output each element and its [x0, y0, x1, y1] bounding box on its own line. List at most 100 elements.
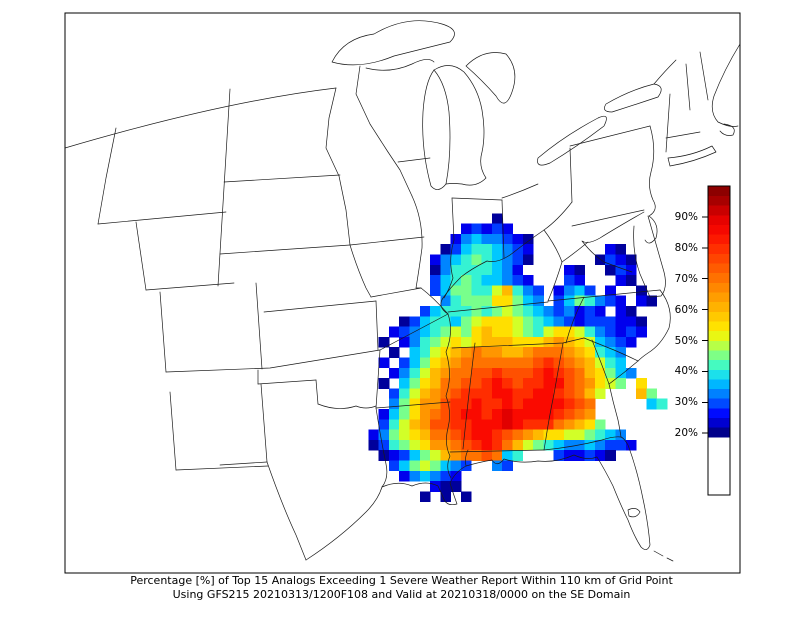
colorbar-tick-label: 50% [674, 334, 698, 347]
heatmap-cell [605, 357, 616, 369]
heatmap-cell [594, 306, 606, 317]
heatmap-cell [440, 275, 452, 286]
heatmap-cell [564, 316, 575, 327]
colorbar-band [708, 379, 730, 390]
heatmap-cell [564, 419, 575, 430]
heatmap-cell [522, 254, 534, 266]
heatmap-cell [419, 450, 431, 461]
heatmap-cell [512, 378, 524, 389]
heatmap-cell [440, 398, 452, 410]
heatmap-cell [481, 275, 493, 286]
heatmap-cell [491, 306, 503, 317]
heatmap-cell [430, 336, 441, 348]
heatmap-cell [615, 378, 627, 389]
heatmap-cell [450, 481, 462, 492]
colorbar-band [708, 253, 730, 264]
heatmap-cell [461, 429, 472, 441]
heatmap-cell [533, 326, 544, 338]
heatmap-cell [502, 378, 513, 389]
heatmap-cell [399, 409, 410, 420]
colorbar-band [708, 330, 730, 341]
heatmap-cell [430, 306, 441, 317]
colorbar-band [708, 282, 730, 293]
heatmap-cell [450, 264, 462, 276]
heatmap-cell [584, 378, 596, 389]
heatmap-cell [502, 254, 513, 266]
heatmap-cell [461, 254, 472, 266]
heatmap-cell [543, 306, 555, 317]
heatmap-cell [564, 450, 575, 461]
heatmap-cell [409, 419, 421, 430]
heatmap-cell [471, 275, 482, 286]
heatmap-cell [409, 450, 421, 461]
heatmap-cell [594, 316, 606, 327]
heatmap-cell [574, 326, 585, 338]
heatmap-cell [461, 233, 472, 245]
heatmap-cell [553, 295, 565, 307]
colorbar-tick-label: 70% [674, 272, 698, 285]
heatmap-cell [584, 450, 596, 461]
heatmap-cell [584, 285, 596, 297]
heatmap-cell [399, 429, 410, 441]
colorbar-band [708, 214, 730, 225]
heatmap-cell [594, 326, 606, 338]
heatmap-cell [625, 264, 637, 276]
heatmap-cell [491, 213, 503, 224]
heatmap-cell [419, 306, 431, 317]
heatmap-cell [430, 357, 441, 369]
heatmap-cell [430, 264, 441, 276]
heatmap-cell [409, 316, 421, 327]
heatmap-cell [584, 347, 596, 358]
heatmap-cell [594, 378, 606, 389]
heatmap-cell [419, 470, 431, 482]
heatmap-cell [574, 429, 585, 441]
colorbar-band [708, 321, 730, 332]
heatmap-cell [605, 347, 616, 358]
heatmap-cell [409, 388, 421, 400]
heatmap-cell [584, 388, 596, 400]
heatmap-cell [388, 429, 400, 441]
heatmap-cell [543, 367, 555, 379]
heatmap-cell [481, 285, 493, 297]
heatmap-cell [502, 419, 513, 430]
heatmap-cell [574, 336, 585, 348]
heatmap-cell [522, 275, 534, 286]
heatmap-cell [605, 316, 616, 327]
heatmap-cell [574, 285, 585, 297]
heatmap-cell [440, 336, 452, 348]
heatmap-cell [491, 347, 503, 358]
heatmap-cell [491, 357, 503, 369]
heatmap-cell [502, 295, 513, 307]
heatmap-cell [553, 306, 565, 317]
heatmap-cell [574, 316, 585, 327]
heatmap-cell [512, 439, 524, 451]
heatmap-cell [461, 285, 472, 297]
heatmap-cell [450, 347, 462, 358]
heatmap-cell [615, 357, 627, 369]
heatmap-cell [471, 233, 482, 245]
heatmap-cell [440, 316, 452, 327]
heatmap-cell [491, 439, 503, 451]
heatmap-cell [440, 285, 452, 297]
heatmap-cell [584, 326, 596, 338]
colorbar-band [708, 205, 730, 216]
heatmap-cell [440, 347, 452, 358]
heatmap-cell [471, 367, 482, 379]
heatmap-cell [564, 285, 575, 297]
heatmap-cell [399, 357, 410, 369]
heatmap-cell [656, 398, 668, 410]
heatmap-cell [615, 347, 627, 358]
heatmap-cell [512, 336, 524, 348]
heatmap-cell [450, 429, 462, 441]
heatmap-cell [399, 316, 410, 327]
heatmap-cell [625, 254, 637, 266]
heatmap-cell [481, 388, 493, 400]
heatmap-cell [388, 398, 400, 410]
heatmap-cell [471, 316, 482, 327]
heatmap-cell [461, 223, 472, 235]
heatmap-cell [584, 316, 596, 327]
heatmap-cell [471, 254, 482, 266]
heatmap-cell [553, 285, 565, 297]
heatmap-cell [491, 264, 503, 276]
heatmap-cell [512, 419, 524, 430]
